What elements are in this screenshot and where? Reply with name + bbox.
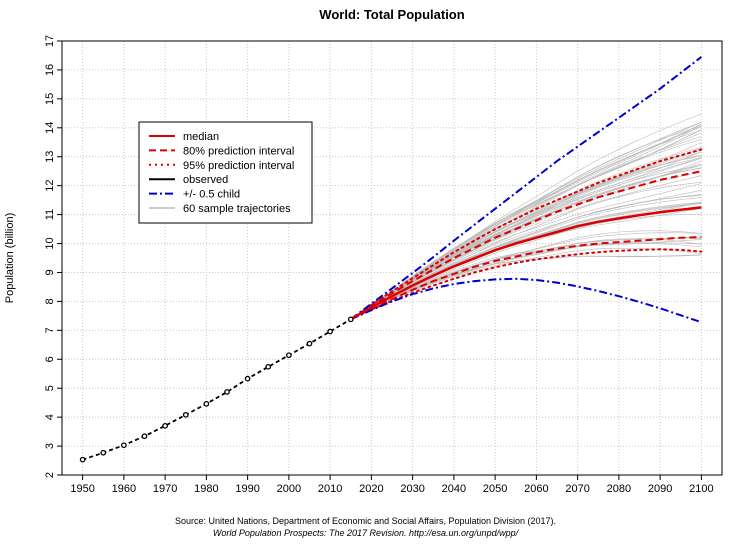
y-tick-label: 7 xyxy=(44,327,56,333)
y-tick-label: 9 xyxy=(44,269,56,275)
y-tick-label: 4 xyxy=(44,414,56,420)
observed-point xyxy=(203,400,210,407)
pi95-upper-line xyxy=(349,148,703,321)
sample-trajectory-line xyxy=(350,129,702,320)
population-chart: World: Total Population 1950 1960 1970 1980… xyxy=(4,7,723,492)
x-tick-label: 2030 xyxy=(400,483,424,492)
legend-label: median xyxy=(183,131,219,143)
legend-label: +/- 0.5 child xyxy=(183,189,240,201)
sample-trajectory-line xyxy=(350,235,702,320)
legend-label: 95% prediction interval xyxy=(183,160,294,172)
x-tick-label: 2040 xyxy=(442,483,466,492)
x-tick-label: 1980 xyxy=(194,483,218,492)
x-tick-label: 2020 xyxy=(359,483,383,492)
sample-trajectory-line xyxy=(350,232,702,320)
legend-label: 80% prediction interval xyxy=(183,145,294,157)
y-tick-label: 10 xyxy=(44,237,56,249)
observed-point xyxy=(100,449,107,456)
y-tick-label: 5 xyxy=(44,385,56,391)
legend: median 80% prediction interval 95% predict… xyxy=(138,121,313,224)
observed-point xyxy=(265,363,272,370)
plot-frame xyxy=(61,40,723,476)
caption-reference: World Population Prospects: The 2017 Rev… xyxy=(212,528,519,538)
y-tick-label: 13 xyxy=(44,151,56,163)
observed-line xyxy=(82,318,352,461)
sample-trajectory-line xyxy=(350,149,702,320)
legend-box xyxy=(138,121,313,224)
observed-point xyxy=(306,340,313,347)
series-group xyxy=(79,56,703,463)
y-tick-label: 6 xyxy=(44,356,56,362)
x-tick-label: 2100 xyxy=(689,483,713,492)
observed-point xyxy=(327,328,333,335)
observed-point xyxy=(162,422,168,429)
y-axis-label: Population (billion) xyxy=(4,213,16,304)
y-tick-label: 15 xyxy=(44,93,56,105)
legend-label: observed xyxy=(183,174,228,186)
sample-trajectory-line xyxy=(350,237,702,320)
legend-label: 60 sample trajectories xyxy=(183,203,291,215)
half-child-lower-line xyxy=(350,277,702,324)
x-tick-label: 2070 xyxy=(565,483,589,492)
median-line xyxy=(350,206,702,321)
x-tick-label: 2090 xyxy=(648,483,672,492)
y-tick-label: 11 xyxy=(44,209,56,220)
x-tick-label: 2060 xyxy=(524,483,548,492)
caption-source: Source: United Nations, Department of Ec… xyxy=(174,516,557,526)
observed-point xyxy=(286,352,292,359)
sample-trajectory-line xyxy=(350,175,702,320)
observed-point xyxy=(347,316,354,323)
observed-point xyxy=(182,411,189,418)
observed-point xyxy=(79,456,86,463)
x-tick-label: 1950 xyxy=(70,483,94,492)
y-tick-label: 16 xyxy=(44,64,56,76)
observed-point xyxy=(244,375,251,382)
grid xyxy=(62,40,722,476)
y-axis: 2 3 4 5 6 7 8 9 10 11 12 13 14 15 16 17 xyxy=(44,35,62,478)
pi95-lower-line xyxy=(349,248,703,321)
x-tick-label: 2050 xyxy=(483,483,507,492)
sample-trajectory-line xyxy=(350,171,702,320)
sample-trajectory-line xyxy=(350,247,702,320)
sample-trajectory-line xyxy=(350,213,702,320)
y-tick-label: 14 xyxy=(44,122,56,134)
sample-trajectory-line xyxy=(350,151,702,320)
chart-title: World: Total Population xyxy=(319,7,464,22)
sample-trajectory-line xyxy=(350,190,702,320)
y-tick-label: 12 xyxy=(44,180,56,192)
x-tick-label: 2080 xyxy=(607,483,631,492)
x-tick-label: 1970 xyxy=(153,483,177,492)
pi80-upper-line xyxy=(350,170,702,321)
x-tick-label: 2000 xyxy=(277,483,301,492)
half-child-upper-line xyxy=(350,56,703,321)
y-tick-label: 2 xyxy=(44,472,56,478)
observed-point xyxy=(121,442,127,449)
sample-trajectory-line xyxy=(350,230,702,320)
sample-trajectory-line xyxy=(350,183,702,320)
x-tick-label: 1990 xyxy=(235,483,259,492)
x-axis: 1950 1960 1970 1980 1990 2000 2010 2020 2030 2040… xyxy=(70,475,714,492)
y-tick-label: 3 xyxy=(44,443,56,449)
sample-trajectory-line xyxy=(350,254,702,320)
observed-point xyxy=(224,389,230,395)
x-tick-label: 2010 xyxy=(318,483,342,492)
observed-point xyxy=(141,433,148,440)
x-tick-label: 1960 xyxy=(112,483,136,492)
y-tick-label: 17 xyxy=(44,35,56,47)
y-tick-label: 8 xyxy=(44,298,56,304)
pi80-lower-line xyxy=(350,236,702,321)
sample-trajectories xyxy=(350,113,702,320)
